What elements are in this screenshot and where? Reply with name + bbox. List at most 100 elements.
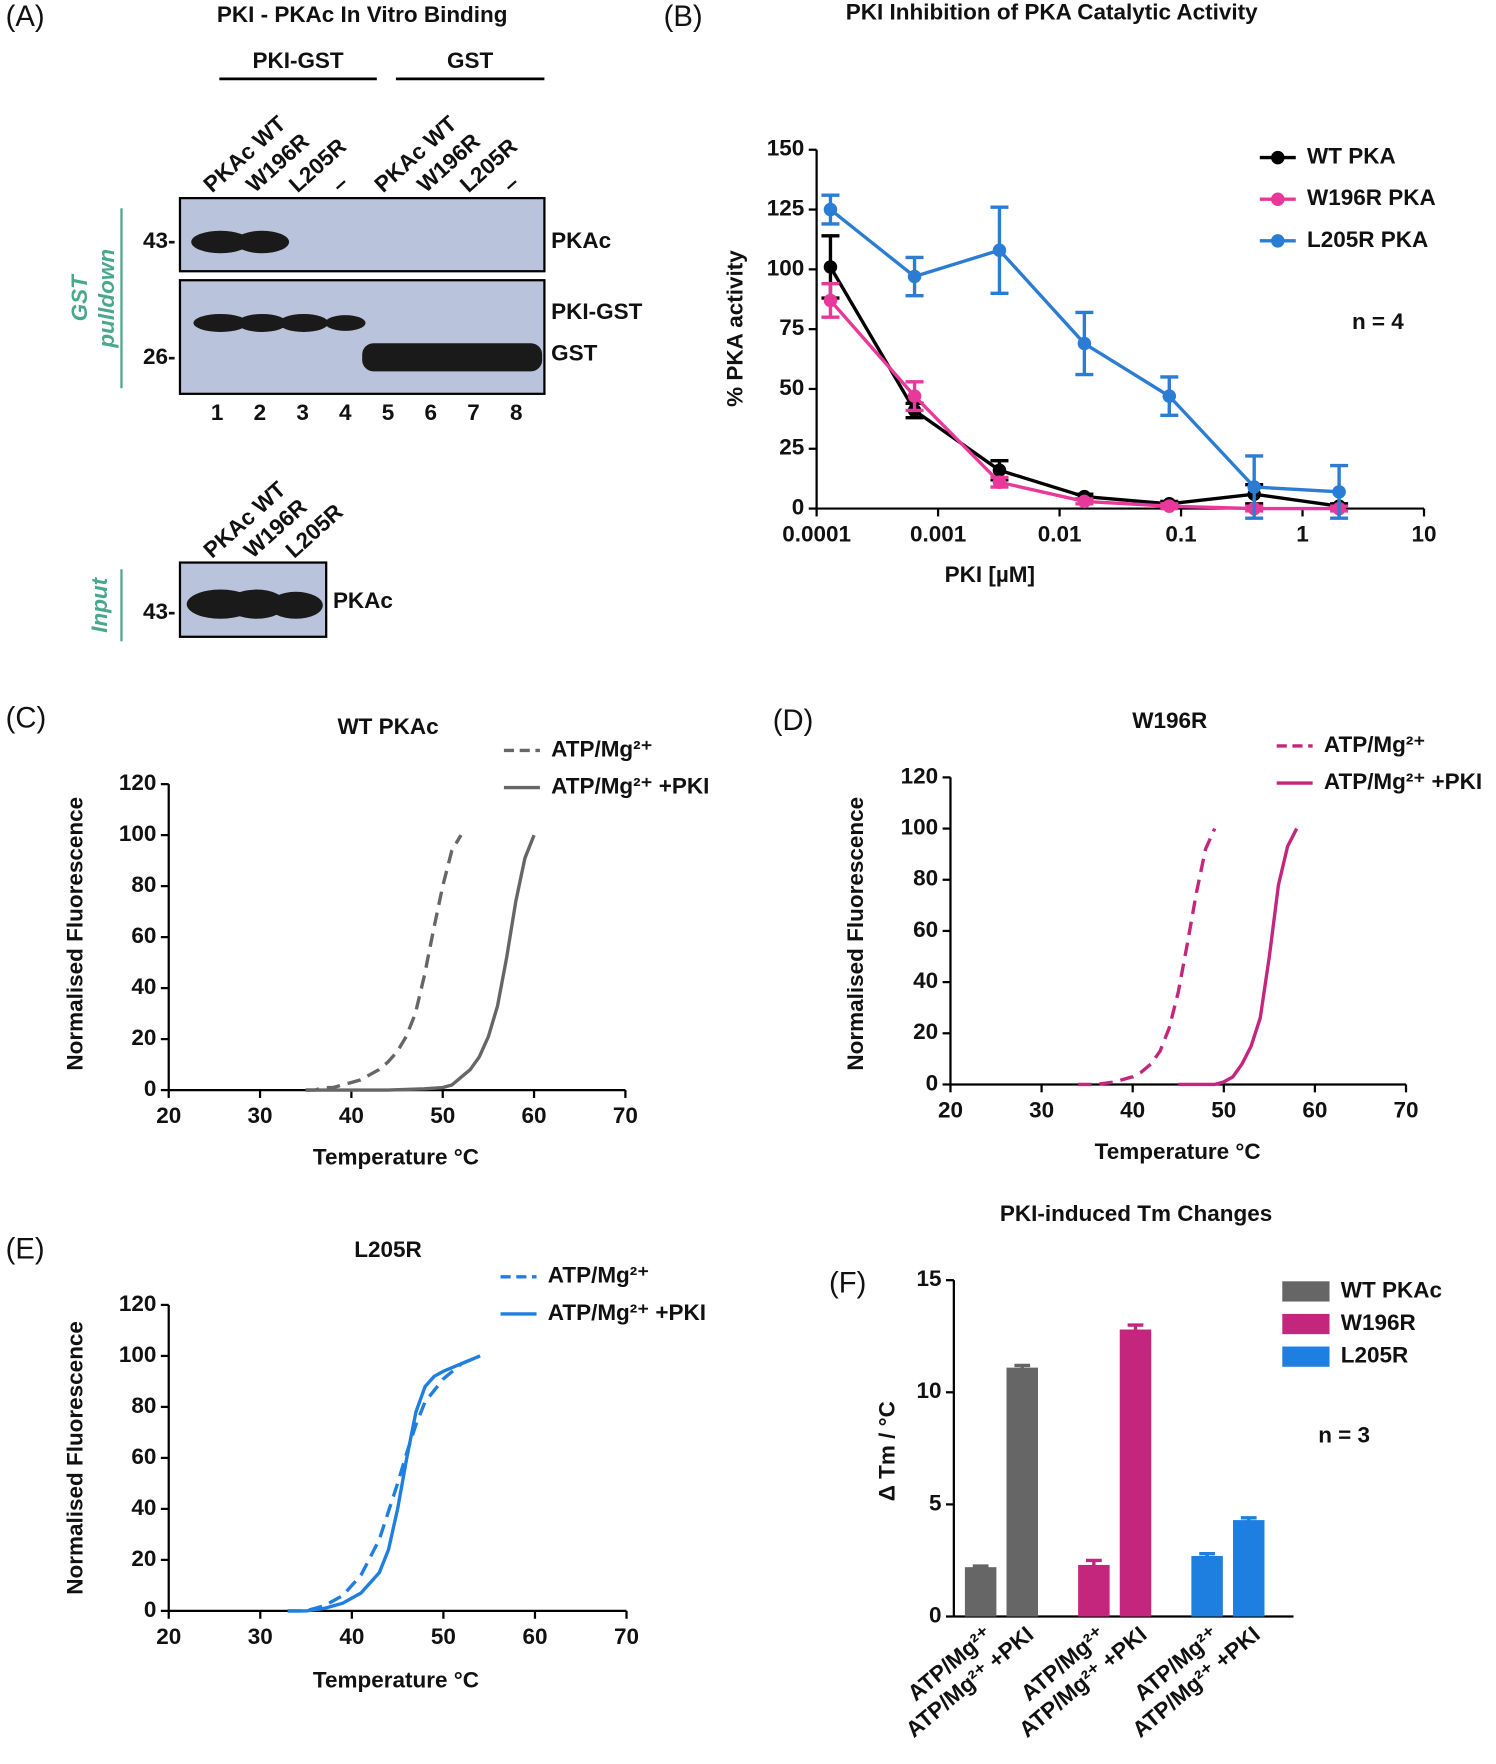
group-label: PKI-GST (252, 48, 343, 73)
y-tick-label: 20 (131, 1025, 156, 1050)
y-tick-label: 80 (131, 1393, 156, 1418)
panel-label: (D) (773, 705, 814, 737)
series-line (287, 1354, 481, 1613)
x-tick-label: 0.001 (910, 521, 966, 546)
band-label: PKAc (551, 228, 611, 253)
size-marker: 43- (143, 599, 176, 624)
annotation: n = 3 (1318, 1422, 1370, 1447)
x-tick-label: 0.01 (1038, 521, 1082, 546)
side-label: GST (67, 273, 92, 321)
x-axis-label: Temperature °C (313, 1668, 479, 1693)
marker (992, 475, 1007, 489)
error-bar (1086, 1558, 1102, 1570)
series-line (305, 834, 536, 1092)
y-tick-label: 0 (144, 1597, 157, 1622)
legend-swatch (1282, 1346, 1330, 1367)
legend-label: W196R (1341, 1310, 1416, 1335)
y-tick-label: 15 (916, 1266, 941, 1291)
error-bar (1014, 1363, 1031, 1370)
y-tick-label: 120 (119, 770, 157, 795)
legend-marker (1271, 150, 1285, 165)
y-tick-label: 10 (916, 1378, 941, 1403)
marker (1162, 389, 1177, 403)
marker (1077, 336, 1092, 351)
y-tick-label: 60 (913, 917, 938, 942)
series-line (305, 834, 463, 1092)
error-bar (1127, 1323, 1144, 1334)
bar (964, 1567, 997, 1617)
error-bar (1199, 1552, 1215, 1559)
x-tick-label: 70 (614, 1624, 639, 1649)
annotation: n = 4 (1352, 309, 1404, 334)
x-tick-label: 60 (1302, 1097, 1327, 1122)
band (235, 230, 290, 254)
y-tick-label: 80 (913, 866, 938, 891)
error-bar (1240, 1516, 1257, 1523)
y-axis-label: % PKA activity (723, 250, 748, 407)
band-label: PKI-GST (551, 299, 642, 324)
legend-label: WT PKA (1307, 144, 1396, 169)
legend-swatch (1282, 1313, 1330, 1335)
y-tick-label: 40 (131, 1495, 156, 1520)
x-tick-label: 1 (1296, 521, 1309, 546)
chart-title: PKI Inhibition of PKA Catalytic Activity (846, 0, 1258, 25)
panel-label: (C) (6, 703, 47, 735)
marker (907, 269, 922, 284)
y-axis-label: Δ Tm / °C (875, 1401, 900, 1501)
x-tick-label: 30 (1029, 1097, 1054, 1122)
band-label: PKAc (333, 588, 393, 613)
y-tick-label: 40 (131, 974, 156, 999)
size-marker: 26- (143, 344, 176, 369)
legend-marker (1271, 192, 1285, 206)
series-line (287, 1354, 481, 1613)
y-tick-label: 0 (926, 1070, 939, 1095)
y-tick-label: 125 (767, 195, 805, 220)
side-label: pulldown (94, 249, 119, 349)
x-tick-label: 40 (339, 1103, 364, 1128)
x-tick-label: 50 (431, 1624, 456, 1649)
band-label: GST (551, 340, 597, 365)
bar (1119, 1329, 1152, 1617)
y-tick-label: 75 (779, 315, 804, 340)
marker (823, 293, 838, 308)
x-tick-label: 20 (156, 1624, 181, 1649)
band (362, 343, 543, 372)
band (191, 230, 250, 254)
marker (1077, 494, 1092, 509)
y-tick-label: 100 (119, 821, 157, 846)
lane-number: 2 (254, 400, 267, 425)
panel-label: (E) (6, 1234, 45, 1266)
group-label: GST (447, 48, 493, 73)
y-axis-label: Normalised Fluorescence (843, 797, 868, 1071)
y-tick-label: 80 (131, 872, 156, 897)
x-tick-label: 70 (613, 1103, 638, 1128)
error-bar (972, 1564, 989, 1569)
y-axis-label: Normalised Fluorescence (62, 1321, 87, 1595)
x-tick-label: 20 (156, 1103, 181, 1128)
bar (1006, 1367, 1039, 1617)
legend-label: L205R PKA (1307, 227, 1428, 252)
bar (1078, 1564, 1110, 1617)
series-line (1078, 827, 1217, 1087)
y-tick-label: 120 (119, 1291, 157, 1316)
blot-title: PKI - PKAc In Vitro Binding (217, 2, 508, 27)
x-axis-label: PKI [µM] (945, 562, 1035, 587)
band (325, 315, 366, 331)
legend-label: L205R (1341, 1343, 1409, 1368)
legend-label: WT PKAc (1341, 1277, 1442, 1302)
x-tick-label: 10 (1412, 521, 1437, 546)
marker (823, 202, 838, 217)
y-tick-label: 25 (779, 435, 804, 460)
marker (907, 389, 922, 403)
bar (1232, 1520, 1265, 1617)
size-marker: 43- (143, 228, 176, 253)
legend-swatch (1282, 1281, 1330, 1302)
blot-panel (178, 279, 546, 395)
legend-label: W196R PKA (1307, 185, 1436, 210)
chart-title: PKI-induced Tm Changes (1000, 1201, 1272, 1226)
y-tick-label: 60 (131, 1444, 156, 1469)
x-tick-label: 50 (430, 1103, 455, 1128)
marker (992, 463, 1007, 478)
x-tick-label: 30 (248, 1103, 273, 1128)
